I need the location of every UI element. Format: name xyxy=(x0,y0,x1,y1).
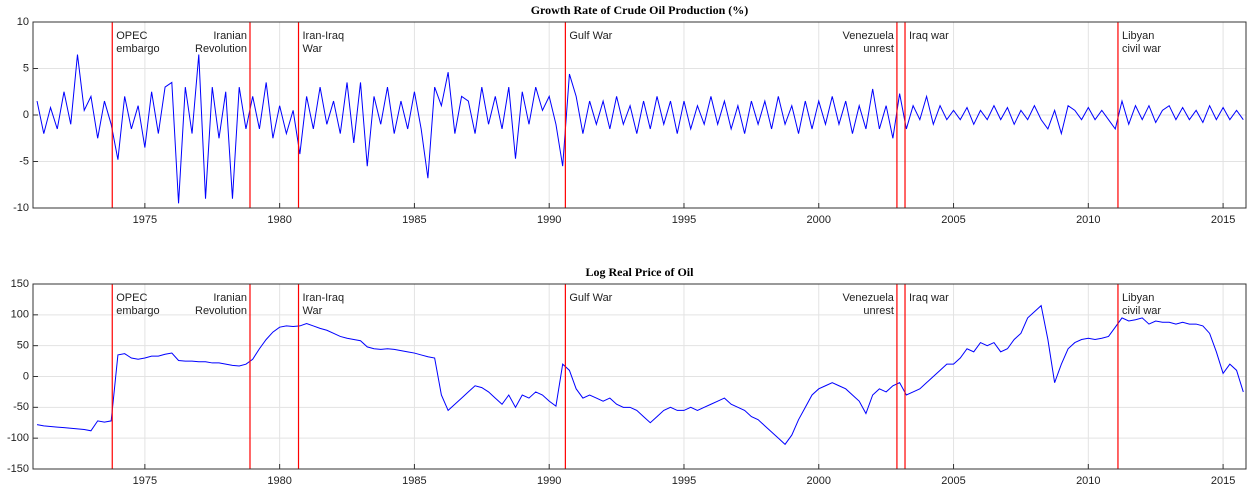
x-tick-label: 2000 xyxy=(807,475,831,487)
event-label: embargo xyxy=(116,43,159,55)
event-label: Iranian xyxy=(213,292,247,304)
x-tick-label: 2015 xyxy=(1211,214,1235,226)
event-label: civil war xyxy=(1122,43,1161,55)
event-label: OPEC xyxy=(116,292,147,304)
y-tick-label: 10 xyxy=(17,16,29,28)
x-tick-label: 1995 xyxy=(672,214,696,226)
event-label: Libyan xyxy=(1122,30,1154,42)
y-tick-label: 50 xyxy=(17,340,29,352)
event-label: Venezuela xyxy=(843,292,895,304)
axes-frame xyxy=(32,21,1247,209)
event-label: Gulf War xyxy=(569,30,612,42)
x-tick-label: 1985 xyxy=(402,475,426,487)
x-tick-label: 2005 xyxy=(941,214,965,226)
event-label: Libyan xyxy=(1122,292,1154,304)
x-tick-label: 2010 xyxy=(1076,475,1100,487)
axes-frame xyxy=(32,283,1247,470)
chart-title: Log Real Price of Oil xyxy=(586,265,695,279)
event-label: OPEC xyxy=(116,30,147,42)
data-line xyxy=(36,54,1244,204)
event-label: unrest xyxy=(863,43,894,55)
event-label: Iraq war xyxy=(909,292,949,304)
x-tick-label: 1975 xyxy=(133,214,157,226)
y-tick-label: 0 xyxy=(23,370,29,382)
x-tick-label: 1985 xyxy=(402,214,426,226)
y-tick-label: 150 xyxy=(11,278,29,290)
y-tick-label: -100 xyxy=(7,432,29,444)
event-label: Iraq war xyxy=(909,30,949,42)
y-tick-label: -5 xyxy=(19,155,29,167)
event-label: Iran-Iraq xyxy=(303,292,345,304)
x-tick-label: 1990 xyxy=(537,475,561,487)
x-tick-label: 1975 xyxy=(133,475,157,487)
x-tick-label: 1980 xyxy=(267,475,291,487)
x-tick-label: 1980 xyxy=(267,214,291,226)
event-label: Venezuela xyxy=(843,30,895,42)
x-tick-label: 1995 xyxy=(672,475,696,487)
event-label: civil war xyxy=(1122,305,1161,317)
x-tick-label: 2000 xyxy=(807,214,831,226)
event-label: embargo xyxy=(116,305,159,317)
x-tick-label: 2005 xyxy=(941,475,965,487)
y-tick-label: 100 xyxy=(11,309,29,321)
y-tick-label: -10 xyxy=(13,202,29,214)
chart-title: Growth Rate of Crude Oil Production (%) xyxy=(531,3,749,17)
y-tick-label: -150 xyxy=(7,463,29,475)
event-label: Revolution xyxy=(195,305,247,317)
event-label: War xyxy=(303,43,323,55)
x-tick-label: 2015 xyxy=(1211,475,1235,487)
y-tick-label: 5 xyxy=(23,62,29,74)
event-label: War xyxy=(303,305,323,317)
data-line xyxy=(36,304,1244,446)
event-label: Gulf War xyxy=(569,292,612,304)
x-tick-label: 1990 xyxy=(537,214,561,226)
event-label: unrest xyxy=(863,305,894,317)
event-label: Revolution xyxy=(195,43,247,55)
y-tick-label: -50 xyxy=(13,401,29,413)
event-label: Iran-Iraq xyxy=(303,30,345,42)
y-tick-label: 0 xyxy=(23,109,29,121)
event-label: Iranian xyxy=(213,30,247,42)
x-tick-label: 2010 xyxy=(1076,214,1100,226)
